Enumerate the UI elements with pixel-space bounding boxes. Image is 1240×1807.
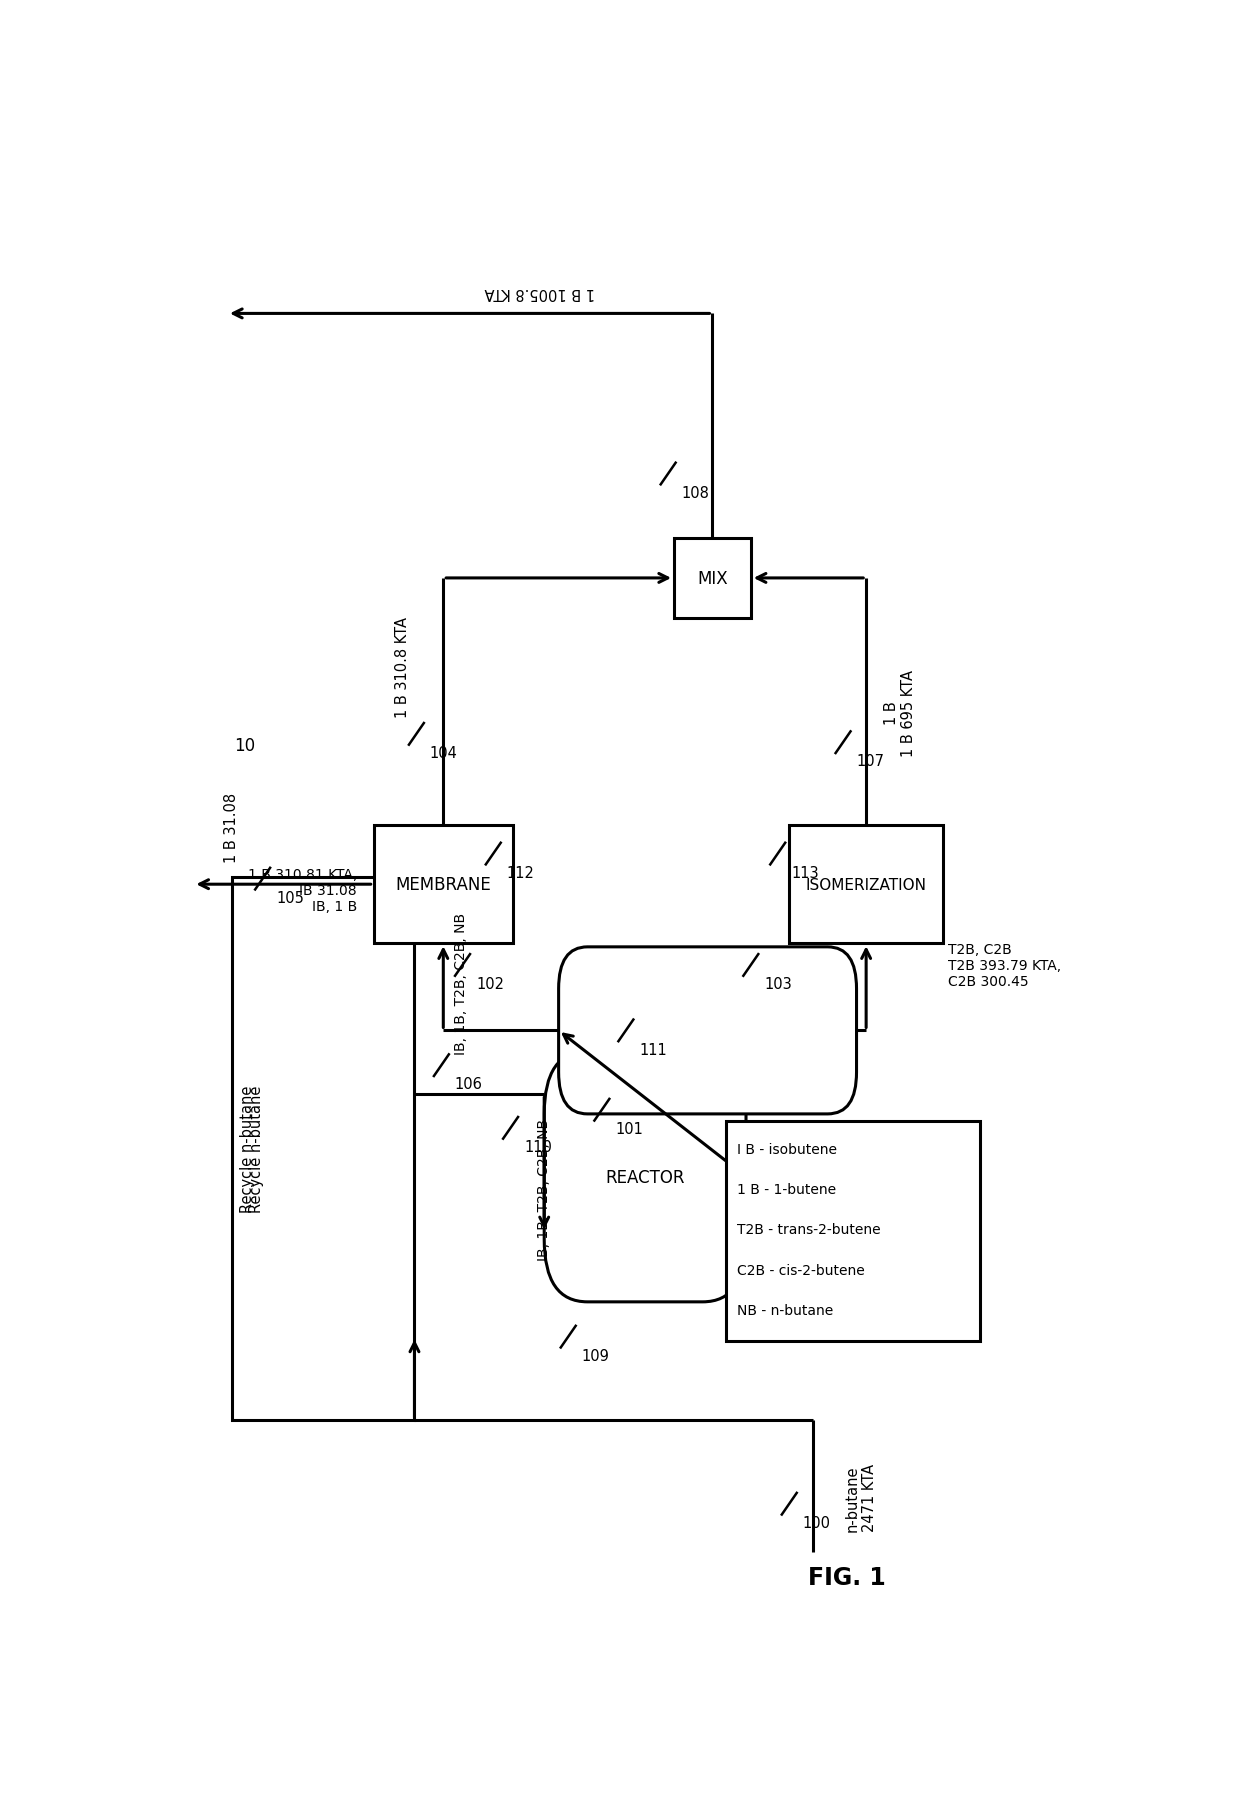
Text: ISOMERIZATION: ISOMERIZATION [806, 876, 926, 893]
Text: T2B, C2B
T2B 393.79 KTA,
C2B 300.45: T2B, C2B T2B 393.79 KTA, C2B 300.45 [947, 941, 1061, 988]
FancyBboxPatch shape [373, 826, 513, 943]
Text: MIX: MIX [697, 569, 728, 587]
FancyBboxPatch shape [544, 1052, 746, 1303]
Text: 103: 103 [764, 976, 792, 992]
Text: 104: 104 [430, 746, 458, 761]
Text: 107: 107 [857, 754, 884, 770]
Text: 109: 109 [582, 1348, 610, 1362]
Text: 101: 101 [615, 1120, 644, 1137]
Text: 106: 106 [455, 1077, 482, 1091]
FancyBboxPatch shape [232, 878, 414, 1420]
Text: 112: 112 [507, 866, 534, 880]
Text: REACTOR: REACTOR [605, 1167, 684, 1185]
Text: 10: 10 [234, 737, 255, 755]
Text: n-butane
2471 KTA: n-butane 2471 KTA [844, 1464, 878, 1531]
Text: MEMBRANE: MEMBRANE [396, 876, 491, 894]
FancyBboxPatch shape [675, 538, 750, 620]
Text: IB, 1B, T2B, C2B, NB: IB, 1B, T2B, C2B, NB [454, 913, 467, 1055]
Text: Recycle n-butane: Recycle n-butane [249, 1086, 264, 1212]
Text: C2B - cis-2-butene: C2B - cis-2-butene [738, 1263, 866, 1278]
Text: T2B - trans-2-butene: T2B - trans-2-butene [738, 1223, 880, 1236]
Text: 1 B 31.08: 1 B 31.08 [224, 791, 239, 862]
Text: I B - isobutene: I B - isobutene [738, 1142, 837, 1156]
Text: 113: 113 [791, 866, 818, 880]
Text: Recycle n-butane: Recycle n-butane [239, 1086, 254, 1212]
Text: 102: 102 [476, 976, 503, 992]
Text: 1 B
1 B 695 KTA: 1 B 1 B 695 KTA [884, 670, 916, 757]
Text: 105: 105 [277, 891, 304, 905]
Text: NB - n-butane: NB - n-butane [738, 1303, 833, 1317]
Text: 1 B 1005.8 KTA: 1 B 1005.8 KTA [484, 286, 595, 300]
Text: 1 B 310.8 KTA: 1 B 310.8 KTA [396, 616, 410, 717]
Text: 108: 108 [682, 486, 709, 501]
Text: 110: 110 [525, 1140, 552, 1155]
Text: 111: 111 [640, 1043, 667, 1057]
Text: FIG. 1: FIG. 1 [808, 1565, 885, 1590]
FancyBboxPatch shape [725, 1120, 981, 1341]
Text: IB, 1B, T2B, C2B, NB: IB, 1B, T2B, C2B, NB [537, 1119, 552, 1261]
Text: 100: 100 [802, 1514, 831, 1531]
FancyBboxPatch shape [558, 947, 857, 1115]
FancyBboxPatch shape [789, 826, 944, 943]
Text: 1 B 310.81 KTA,
IB 31.08
IB, 1 B: 1 B 310.81 KTA, IB 31.08 IB, 1 B [248, 867, 357, 914]
Text: 1 B - 1-butene: 1 B - 1-butene [738, 1182, 837, 1196]
